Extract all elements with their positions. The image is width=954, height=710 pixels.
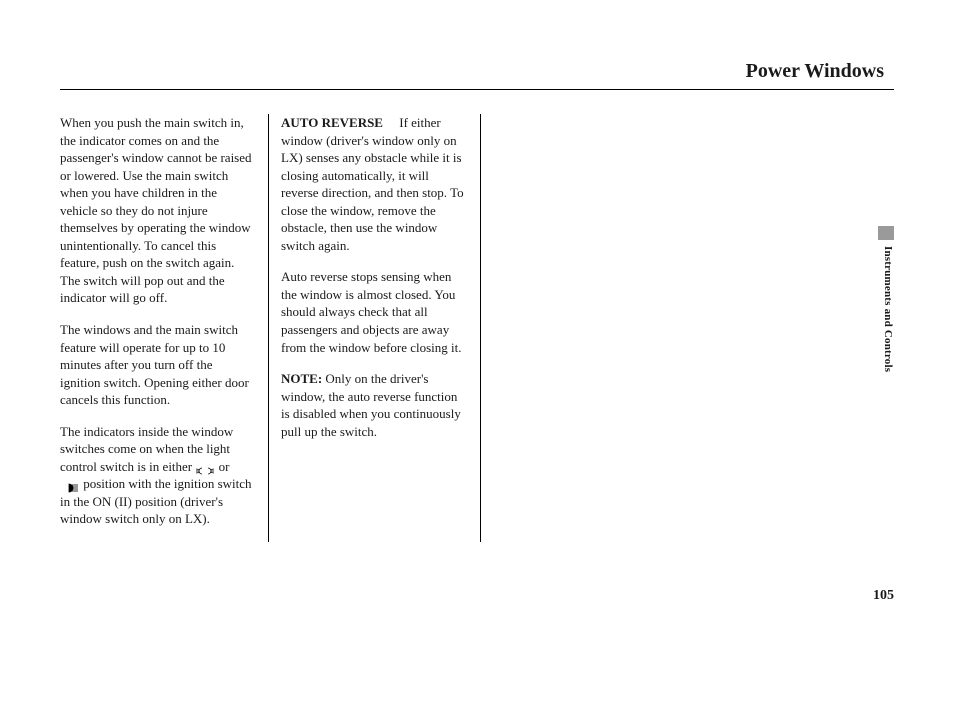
col1-p3-part-b: or xyxy=(215,459,229,474)
page-number: 105 xyxy=(873,588,894,604)
auto-reverse-heading: AUTO REVERSE xyxy=(281,115,383,130)
headlights-icon xyxy=(60,480,80,490)
column-3 xyxy=(480,114,692,542)
col1-paragraph-3: The indicators inside the window switche… xyxy=(60,423,256,528)
page-title: Power Windows xyxy=(60,60,894,83)
manual-page: Power Windows When you push the main swi… xyxy=(0,0,954,710)
col1-paragraph-2: The windows and the main switch feature … xyxy=(60,321,256,409)
col1-paragraph-1: When you push the main switch in, the in… xyxy=(60,114,256,307)
page-header: Power Windows xyxy=(60,60,894,90)
col1-p3-part-c: position with the ignition switch in the… xyxy=(60,476,252,526)
col2-p1-text: If either window (driver's window only o… xyxy=(281,115,464,253)
col2-paragraph-3: NOTE: Only on the driver's window, the a… xyxy=(281,370,468,440)
content-columns: When you push the main switch in, the in… xyxy=(60,114,894,542)
column-1: When you push the main switch in, the in… xyxy=(60,114,268,542)
col2-paragraph-2: Auto reverse stops sensing when the wind… xyxy=(281,268,468,356)
section-label: Instruments and Controls xyxy=(882,246,894,372)
column-2: AUTO REVERSE If either window (driver's … xyxy=(268,114,480,542)
section-tab xyxy=(878,226,894,240)
parking-lights-icon xyxy=(195,463,215,473)
note-label: NOTE: xyxy=(281,371,322,386)
col2-paragraph-1: AUTO REVERSE If either window (driver's … xyxy=(281,114,468,254)
